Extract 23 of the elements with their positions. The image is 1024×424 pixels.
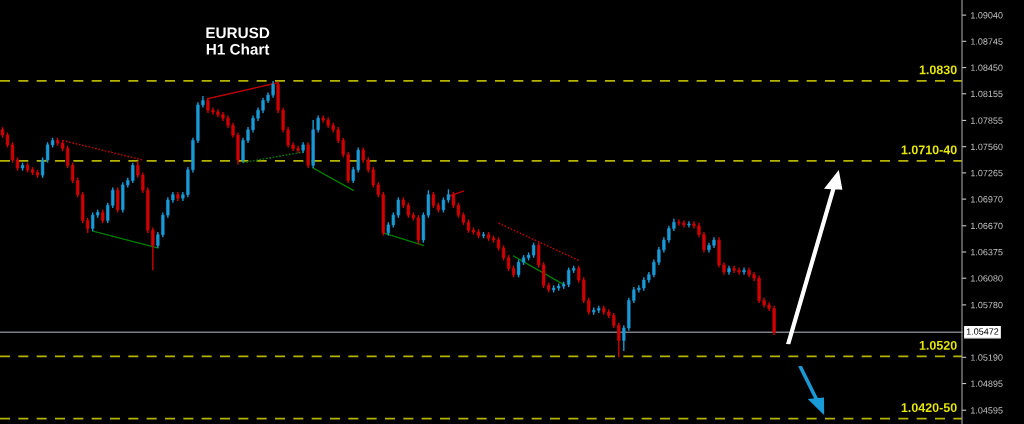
ref-line-label: 1.0520: [919, 340, 957, 350]
annotation: 1.0420-50: [901, 403, 957, 413]
y-tick-label: 1.04895: [971, 380, 1003, 387]
y-tick-label: 1.08155: [971, 90, 1003, 98]
y-tick-label: 1.09040: [971, 12, 1003, 19]
y-tick-label: 1.06970: [971, 196, 1003, 203]
y-tick-label: 1.05190: [971, 354, 1003, 361]
y-tick-label: 1.08745: [971, 38, 1003, 45]
annotation: 1.0710-40: [901, 145, 957, 155]
y-tick-label: 1.05780: [971, 301, 1003, 309]
candlestick: [306, 141, 310, 169]
y-tick-label: 1.07265: [971, 169, 1003, 177]
y-tick-label: 1.07855: [971, 117, 1003, 124]
y-tick-label: 1.04595: [971, 407, 1003, 414]
y-tick-label: 1.06375: [971, 248, 1003, 256]
text: EURUSD H1 Chart: [206, 27, 270, 55]
y-tick-label: 1.06670: [971, 222, 1003, 230]
ref-line-label: 1.05472: [966, 328, 999, 335]
y-tick-label: 1.06080: [971, 275, 1003, 282]
candlestick: [116, 186, 120, 214]
y-tick-label: 1.07560: [971, 143, 1003, 151]
ref-line-label: 1.0830: [919, 65, 957, 75]
y-tick-label: 1.08450: [971, 64, 1003, 71]
